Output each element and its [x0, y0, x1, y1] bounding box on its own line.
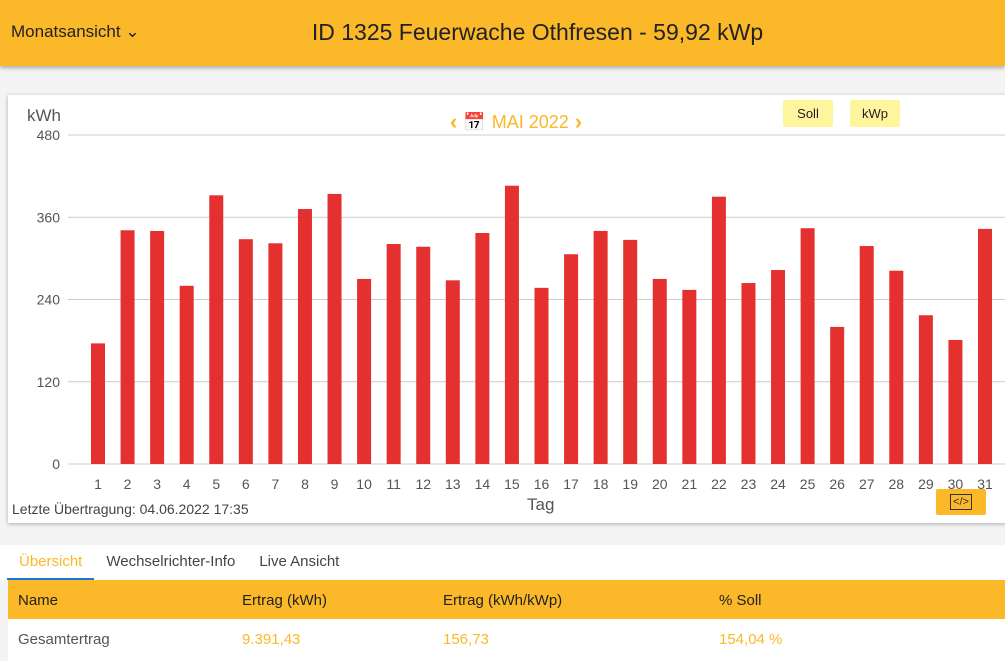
x-tick-label: 14 — [475, 476, 491, 492]
bar — [386, 243, 401, 464]
bar — [504, 185, 519, 465]
y-tick-label: 120 — [37, 374, 61, 390]
bar — [534, 287, 549, 464]
code-file-icon: </> — [950, 494, 972, 510]
x-tick-label: 21 — [682, 476, 698, 492]
row-name: Gesamtertrag — [18, 631, 110, 648]
x-tick-label: 9 — [331, 476, 339, 492]
y-tick-label: 480 — [37, 127, 61, 143]
bar — [120, 230, 135, 464]
x-tick-label: 2 — [124, 476, 132, 492]
tab-live-view[interactable]: Live Ansicht — [259, 553, 340, 570]
bar — [948, 339, 963, 464]
y-axis-label: kWh — [27, 106, 61, 125]
x-tick-label: 8 — [301, 476, 309, 492]
row-yield: 9.391,43 — [242, 631, 301, 648]
page-title: ID 1325 Feuerwache Othfresen - 59,92 kWp — [311, 19, 764, 45]
x-tick-label: 6 — [242, 476, 250, 492]
y-tick-label: 0 — [52, 456, 60, 472]
row-yield-per-kwp: 156,73 — [443, 631, 489, 648]
soll-button[interactable]: Soll — [783, 100, 833, 127]
col-target-percent: % Soll — [719, 592, 762, 609]
x-tick-label: 23 — [741, 476, 757, 492]
x-axis-label: Tag — [527, 495, 555, 514]
export-button[interactable]: </> — [936, 489, 986, 515]
x-tick-label: 27 — [859, 476, 875, 492]
bar — [150, 230, 165, 464]
x-tick-label: 16 — [534, 476, 550, 492]
bar — [475, 233, 490, 464]
x-tick-label: 26 — [829, 476, 845, 492]
bar — [830, 326, 845, 464]
kwp-button[interactable]: kWp — [850, 100, 900, 127]
bar — [91, 343, 105, 464]
bar — [297, 209, 312, 464]
x-tick-label: 5 — [212, 476, 220, 492]
chevron-down-icon: ⌄ — [125, 22, 140, 41]
bar — [268, 243, 283, 464]
x-tick-label: 13 — [445, 476, 461, 492]
calendar-icon: 📅 — [463, 111, 486, 132]
bar — [771, 270, 786, 464]
bar — [209, 195, 224, 465]
x-tick-label: 1 — [94, 476, 102, 492]
x-tick-label: 29 — [918, 476, 934, 492]
x-tick-label: 3 — [153, 476, 161, 492]
next-month-icon[interactable]: › — [574, 109, 583, 134]
x-tick-label: 22 — [711, 476, 727, 492]
x-tick-label: 20 — [652, 476, 668, 492]
bar — [859, 246, 874, 464]
x-tick-label: 24 — [770, 476, 786, 492]
y-tick-label: 240 — [37, 292, 61, 308]
bar — [593, 230, 608, 464]
bar — [741, 283, 756, 464]
x-tick-label: 15 — [504, 476, 520, 492]
x-tick-label: 31 — [977, 476, 993, 492]
bar — [918, 315, 933, 464]
x-tick-label: 28 — [889, 476, 905, 492]
row-target-percent: 154,04 % — [719, 631, 783, 648]
col-yield-per-kwp: Ertrag (kWh/kWp) — [443, 592, 563, 609]
bar — [978, 228, 992, 464]
bar — [889, 270, 904, 464]
y-tick-label: 360 — [37, 209, 61, 225]
tab-bar: Übersicht Wechselrichter-Info Live Ansic… — [0, 545, 1005, 580]
bar — [623, 239, 638, 464]
table-row: Gesamtertrag 9.391,43 156,73 154,04 % — [8, 619, 1005, 661]
bar — [564, 254, 579, 464]
header: Monatsansicht ⌄ ID 1325 Feuerwache Othfr… — [0, 0, 1005, 66]
view-selector[interactable]: Monatsansicht ⌄ — [11, 22, 140, 42]
bar — [652, 278, 667, 464]
x-tick-label: 25 — [800, 476, 816, 492]
view-selector-label: Monatsansicht — [11, 22, 121, 41]
bar — [416, 246, 431, 464]
bar — [238, 239, 253, 464]
table-header: Name Ertrag (kWh) Ertrag (kWh/kWp) % Sol… — [8, 580, 1005, 619]
period-label: MAI 2022 — [491, 111, 569, 132]
bar — [445, 280, 460, 464]
x-tick-label: 12 — [415, 476, 431, 492]
x-tick-label: 7 — [272, 476, 280, 492]
period-nav: ‹ 📅 MAI 2022 › — [450, 109, 582, 135]
last-transmission: Letzte Übertragung: 04.06.2022 17:35 — [12, 501, 249, 517]
x-tick-label: 11 — [386, 476, 401, 492]
bar — [179, 285, 194, 464]
bar — [357, 278, 372, 464]
x-tick-label: 19 — [622, 476, 638, 492]
prev-month-icon[interactable]: ‹ — [450, 109, 458, 134]
tab-inverter-info[interactable]: Wechselrichter-Info — [106, 553, 236, 570]
col-name: Name — [18, 592, 59, 609]
x-tick-label: 4 — [183, 476, 191, 492]
bar — [800, 228, 815, 464]
bar — [327, 193, 342, 464]
tab-overview[interactable]: Übersicht — [7, 545, 95, 580]
bar — [682, 289, 697, 464]
x-tick-label: 10 — [356, 476, 372, 492]
x-tick-label: 17 — [563, 476, 579, 492]
x-tick-label: 30 — [948, 476, 964, 492]
col-yield: Ertrag (kWh) — [242, 592, 328, 609]
x-tick-label: 18 — [593, 476, 609, 492]
bar — [711, 196, 726, 464]
